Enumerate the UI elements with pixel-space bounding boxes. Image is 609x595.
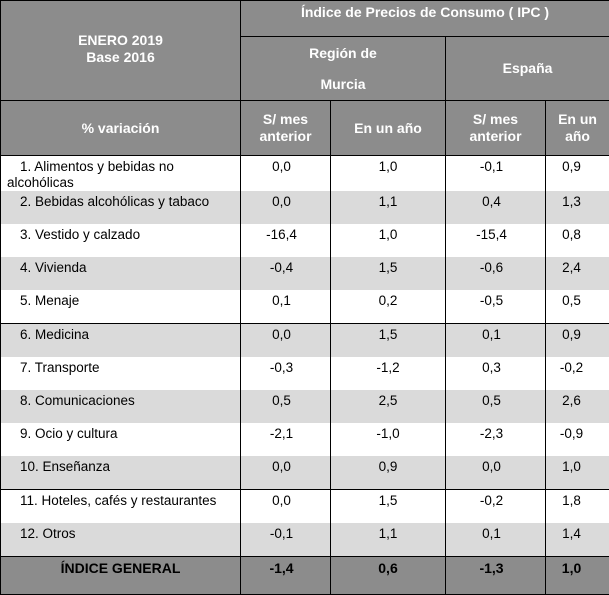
cell-murcia-month: 0,0 xyxy=(241,156,331,192)
cell-murcia-year: -1,2 xyxy=(331,357,446,390)
row-label: 11. Hoteles, cafés y restaurantes xyxy=(1,490,241,524)
cell-murcia-year: 2,5 xyxy=(331,390,446,423)
cell-murcia-year: 1,1 xyxy=(331,523,446,557)
col-label-line2: anterior xyxy=(446,128,545,145)
col-murcia-prev-month: S/ mes anterior xyxy=(241,101,331,156)
cell-murcia-year: 1,1 xyxy=(331,191,446,224)
col-label-line2: año xyxy=(546,128,609,145)
cell-spain-year: 0,8 xyxy=(546,224,609,257)
total-label: ÍNDICE GENERAL xyxy=(1,557,241,595)
row-label: 6. Medicina xyxy=(1,324,241,358)
cell-spain-month: -2,3 xyxy=(446,423,546,456)
cell-spain-year: 1,4 xyxy=(546,523,609,557)
cell-spain-year: 1,8 xyxy=(546,490,609,524)
total-spain-year: 1,0 xyxy=(546,557,609,595)
cell-spain-month: 0,5 xyxy=(446,390,546,423)
cell-spain-month: -0,2 xyxy=(446,490,546,524)
row-label: 3. Vestido y calzado xyxy=(1,224,241,257)
cell-spain-year: -0,9 xyxy=(546,423,609,456)
cell-murcia-month: -0,3 xyxy=(241,357,331,390)
row-label: 7. Transporte xyxy=(1,357,241,390)
col-murcia-year: En un año xyxy=(331,101,446,156)
col-label-line2: anterior xyxy=(241,128,330,145)
col-label-line1: En un xyxy=(546,111,609,128)
row-label: 12. Otros xyxy=(1,523,241,557)
cell-spain-year: 0,5 xyxy=(546,290,609,324)
row-label: 4. Vivienda xyxy=(1,257,241,290)
cell-murcia-month: -2,1 xyxy=(241,423,331,456)
region-label-line1: Región de xyxy=(241,38,445,69)
cell-spain-month: 0,1 xyxy=(446,523,546,557)
col-spain-prev-month: S/ mes anterior xyxy=(446,101,546,156)
cell-murcia-month: -0,4 xyxy=(241,257,331,290)
table-row: 9. Ocio y cultura-2,1-1,0-2,3-0,9 xyxy=(1,423,609,456)
region-header: Región de Murcia xyxy=(241,37,446,101)
cell-murcia-month: -16,4 xyxy=(241,224,331,257)
cell-murcia-year: -1,0 xyxy=(331,423,446,456)
row-label: 9. Ocio y cultura xyxy=(1,423,241,456)
cell-murcia-month: 0,0 xyxy=(241,324,331,358)
cell-murcia-year: 0,2 xyxy=(331,290,446,324)
col-label-line1: S/ mes xyxy=(241,111,330,128)
col-label-line1: S/ mes xyxy=(446,111,545,128)
cell-murcia-year: 1,5 xyxy=(331,324,446,358)
cell-spain-month: 0,1 xyxy=(446,324,546,358)
cell-murcia-year: 1,0 xyxy=(331,156,446,192)
cell-murcia-month: 0,0 xyxy=(241,490,331,524)
cell-spain-month: 0,0 xyxy=(446,456,546,490)
cell-spain-month: -0,5 xyxy=(446,290,546,324)
total-murcia-year: 0,6 xyxy=(331,557,446,595)
total-row: ÍNDICE GENERAL -1,4 0,6 -1,3 1,0 xyxy=(1,557,609,595)
row-header-variation: % variación xyxy=(1,101,241,156)
row-label: 10. Enseñanza xyxy=(1,456,241,490)
cell-spain-year: 2,4 xyxy=(546,257,609,290)
cell-spain-month: 0,3 xyxy=(446,357,546,390)
cell-spain-month: -0,6 xyxy=(446,257,546,290)
cell-murcia-year: 0,9 xyxy=(331,456,446,490)
cell-murcia-month: 0,0 xyxy=(241,456,331,490)
country-header: España xyxy=(446,37,609,101)
period-header: ENERO 2019 Base 2016 xyxy=(1,1,241,101)
row-label: 2. Bebidas alcohólicas y tabaco xyxy=(1,191,241,224)
period-month: ENERO 2019 xyxy=(1,32,240,49)
col-spain-year: En un año xyxy=(546,101,609,156)
total-spain-month: -1,3 xyxy=(446,557,546,595)
index-title: Índice de Precios de Consumo ( IPC ) xyxy=(241,1,609,37)
cell-murcia-month: 0,1 xyxy=(241,290,331,324)
cell-murcia-year: 1,5 xyxy=(331,257,446,290)
row-label: 1. Alimentos y bebidas no alcohólicas xyxy=(1,156,241,192)
cell-spain-year: 2,6 xyxy=(546,390,609,423)
cell-spain-month: -15,4 xyxy=(446,224,546,257)
cell-spain-month: -0,1 xyxy=(446,156,546,192)
row-label: 8. Comunicaciones xyxy=(1,390,241,423)
cell-murcia-month: 0,0 xyxy=(241,191,331,224)
period-base: Base 2016 xyxy=(1,49,240,66)
cell-murcia-month: 0,5 xyxy=(241,390,331,423)
cell-spain-year: -0,2 xyxy=(546,357,609,390)
cell-spain-year: 0,9 xyxy=(546,156,609,192)
cell-spain-year: 1,0 xyxy=(546,456,609,490)
row-label: 5. Menaje xyxy=(1,290,241,324)
cell-murcia-year: 1,5 xyxy=(331,490,446,524)
region-label-line2: Murcia xyxy=(241,69,445,100)
cell-spain-month: 0,4 xyxy=(446,191,546,224)
total-murcia-month: -1,4 xyxy=(241,557,331,595)
cell-murcia-month: -0,1 xyxy=(241,523,331,557)
cell-spain-year: 1,3 xyxy=(546,191,609,224)
cell-spain-year: 0,9 xyxy=(546,324,609,358)
cell-murcia-year: 1,0 xyxy=(331,224,446,257)
